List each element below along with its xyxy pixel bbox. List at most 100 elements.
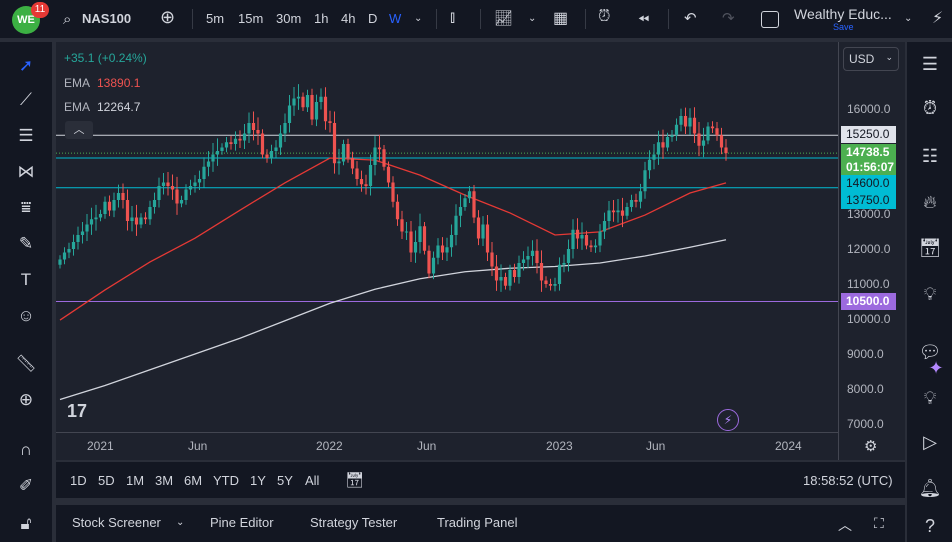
range-1m[interactable]: 1M [126, 473, 145, 488]
indicators-icon[interactable]: 📈︎ [494, 10, 514, 27]
save-button[interactable]: Save [833, 22, 854, 32]
candle-body [485, 224, 490, 253]
candle-body [143, 217, 148, 220]
replay-icon[interactable]: ⏪︎ [638, 11, 650, 27]
chat-icon[interactable]: 💬︎ [918, 342, 942, 362]
maximize-panel-icon[interactable]: ⛶ [874, 515, 884, 531]
tf-w[interactable]: W [389, 11, 402, 26]
calendar-icon[interactable]: 📅︎ [918, 238, 942, 258]
line-label-13750: 13750.0 [841, 192, 896, 209]
range-5y[interactable]: 5Y [277, 473, 293, 488]
candle-body [161, 182, 166, 186]
zoom-in-icon[interactable]: ⊕ [18, 390, 34, 409]
clock[interactable]: 18:58:52 (UTC) [803, 473, 893, 488]
candle-body [184, 189, 188, 200]
broadcast-icon[interactable]: ▷ [923, 432, 937, 452]
candle-body [526, 256, 530, 260]
bottom-toolbar: 1D 5D 1M 3M 6M YTD 1Y 5Y All 📅︎ 18:58:52… [56, 462, 905, 498]
ruler-icon[interactable]: 📏︎ [15, 354, 37, 373]
tab-stock-screener[interactable]: Stock Screener [72, 515, 161, 530]
hot-list-icon[interactable]: 🔥︎ [923, 192, 937, 212]
fullscreen-icon[interactable] [761, 11, 779, 28]
tf-d[interactable]: D [368, 11, 378, 26]
add-symbol-icon[interactable]: ⊕ [160, 7, 176, 27]
chevron-down-icon[interactable]: ⌄ [176, 517, 185, 528]
candles-icon[interactable]: ⫾ [450, 9, 456, 26]
ideas-icon[interactable]: 💡︎ [923, 284, 937, 304]
events-icon[interactable]: ⚡︎ [717, 409, 739, 431]
alert-icon[interactable]: ⏰︎ [598, 8, 611, 25]
price-tick: 10000.0 [847, 312, 891, 326]
brush-icon[interactable]: ✎ [18, 234, 34, 253]
tf-15m[interactable]: 15m [238, 11, 264, 26]
chart-area[interactable] [56, 42, 905, 460]
symbol-search[interactable]: NAS100 [82, 11, 132, 26]
cursor-icon[interactable]: ➚ [18, 56, 34, 75]
watchlist-icon[interactable]: ☰ [921, 54, 939, 74]
notifications-icon[interactable]: 🔔︎ [918, 478, 942, 498]
candle-body [328, 121, 332, 123]
range-all[interactable]: All [305, 473, 320, 488]
tf-4h[interactable]: 4h [341, 11, 356, 26]
range-1y[interactable]: 1Y [250, 473, 266, 488]
top-toolbar: WE 11 ⌕ NAS100 ⊕ 5m 15m 30m 1h 4h D W ⌄ … [0, 0, 952, 38]
alarm-icon[interactable]: ⏰︎ [922, 98, 938, 118]
trend-line-icon[interactable]: ⟋ [20, 90, 32, 109]
range-1d[interactable]: 1D [70, 473, 87, 488]
candle-body [269, 151, 274, 158]
tf-30m[interactable]: 30m [276, 11, 302, 26]
chevron-down-icon[interactable]: ⌄ [414, 13, 423, 24]
pattern-icon[interactable]: ⋈ [17, 162, 35, 181]
tf-5m[interactable]: 5m [206, 11, 225, 26]
range-6m[interactable]: 6M [184, 473, 203, 488]
candle-body [575, 229, 580, 239]
tab-pine-editor[interactable]: Pine Editor [210, 515, 274, 530]
candle-body [121, 193, 125, 200]
lock-icon[interactable]: 🔓︎ [20, 514, 32, 533]
candle-body [206, 161, 211, 167]
help-icon[interactable]: ? [924, 516, 935, 536]
candle-body [611, 210, 616, 213]
tab-trading-panel[interactable]: Trading Panel [437, 515, 518, 530]
search-icon[interactable]: ⌕ [63, 11, 72, 28]
layout-grid-icon[interactable]: ▦ [553, 10, 569, 27]
layout-name[interactable]: Wealthy Educ... [794, 6, 892, 22]
candle-body [665, 137, 670, 148]
fib-icon[interactable]: ☰ [18, 126, 34, 145]
tab-strategy-tester[interactable]: Strategy Tester [310, 515, 398, 530]
collapse-panel-icon[interactable]: ︿ [838, 517, 852, 533]
redo-icon: ↷ [722, 10, 735, 27]
sparkle-icon[interactable]: ✦ [928, 358, 944, 378]
chevron-down-icon[interactable]: ⌄ [904, 13, 913, 24]
candle-body [229, 142, 233, 144]
magnet-icon[interactable]: ∩ [19, 440, 33, 459]
undo-icon[interactable]: ↶ [684, 10, 697, 27]
emoji-icon[interactable]: ☺ [17, 306, 35, 325]
range-ytd[interactable]: YTD [213, 473, 239, 488]
candle-body [355, 168, 359, 179]
publish-icon[interactable]: ⚡︎ [932, 10, 944, 27]
collapse-legend-button[interactable]: ︿ [65, 121, 93, 139]
range-3m[interactable]: 3M [155, 473, 174, 488]
projection-icon[interactable]: ⩸ [20, 198, 32, 217]
news-icon[interactable]: ☷ [921, 146, 939, 166]
chart-settings-icon[interactable]: ⚙︎ [864, 438, 878, 455]
currency-select[interactable]: USD ⌄ [843, 47, 899, 71]
tf-1h[interactable]: 1h [314, 11, 329, 26]
candle-body [224, 142, 229, 148]
date-range-icon[interactable]: 📅︎ [345, 472, 365, 489]
candle-body [481, 224, 485, 239]
range-5d[interactable]: 5D [98, 473, 115, 488]
signals-icon[interactable]: 💡︎ [923, 388, 937, 408]
candle-body [157, 186, 161, 200]
candle-body [602, 221, 607, 232]
candle-body [368, 165, 373, 186]
date-tick: 2024 [775, 439, 802, 453]
lock-drawing-icon[interactable]: ✐ [18, 476, 34, 495]
candle-body [386, 166, 391, 183]
chevron-down-icon[interactable]: ⌄ [528, 13, 537, 24]
candle-body [148, 207, 152, 220]
text-icon[interactable]: T [20, 270, 32, 289]
date-tick: Jun [417, 439, 437, 453]
